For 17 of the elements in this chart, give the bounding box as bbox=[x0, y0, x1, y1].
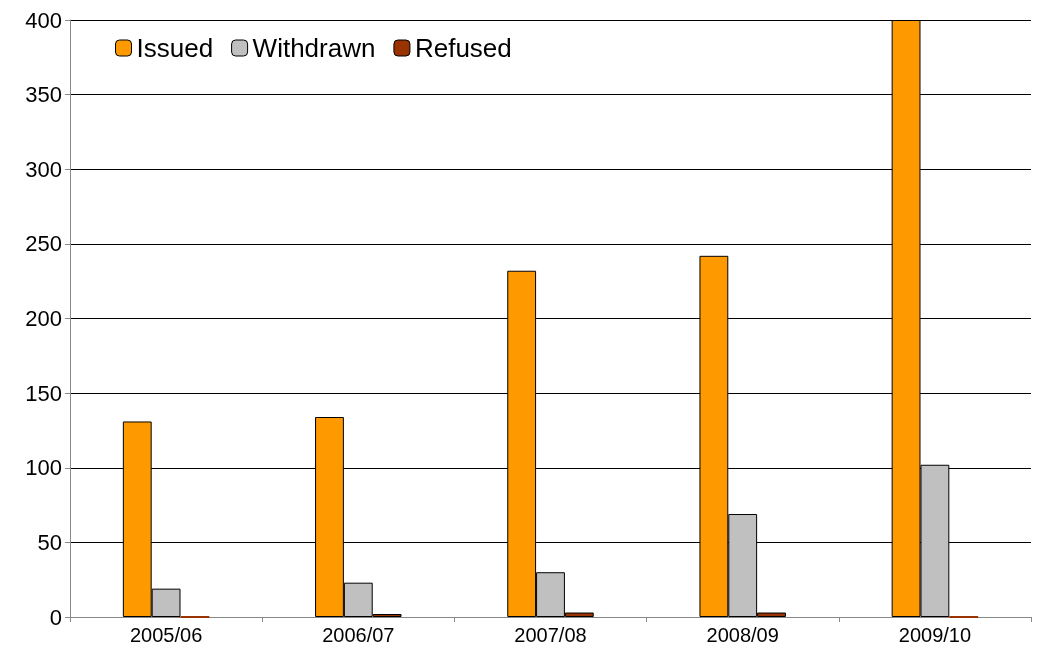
x-tick-label: 2008/09 bbox=[706, 624, 779, 646]
x-tick-label: 2009/10 bbox=[898, 624, 972, 646]
legend-label: Withdrawn bbox=[252, 33, 376, 63]
y-tick-label: 50 bbox=[37, 529, 62, 555]
y-tick-label: 200 bbox=[25, 306, 62, 331]
x-tick-label: 2005/06 bbox=[129, 624, 203, 646]
legend-label: Issued bbox=[136, 33, 214, 63]
y-tick-label: 350 bbox=[25, 82, 62, 108]
x-tick-label: 2006/07 bbox=[322, 624, 395, 646]
legend-label: Refused bbox=[414, 33, 512, 63]
y-tick-label: 0 bbox=[49, 604, 62, 630]
y-tick-label: 250 bbox=[25, 231, 62, 257]
y-tick-label: 150 bbox=[25, 380, 62, 406]
y-tick-label: 400 bbox=[25, 7, 62, 33]
y-tick-label: 100 bbox=[25, 455, 62, 481]
x-tick-label: 2007/08 bbox=[514, 624, 587, 646]
y-tick-label: 300 bbox=[25, 156, 62, 182]
